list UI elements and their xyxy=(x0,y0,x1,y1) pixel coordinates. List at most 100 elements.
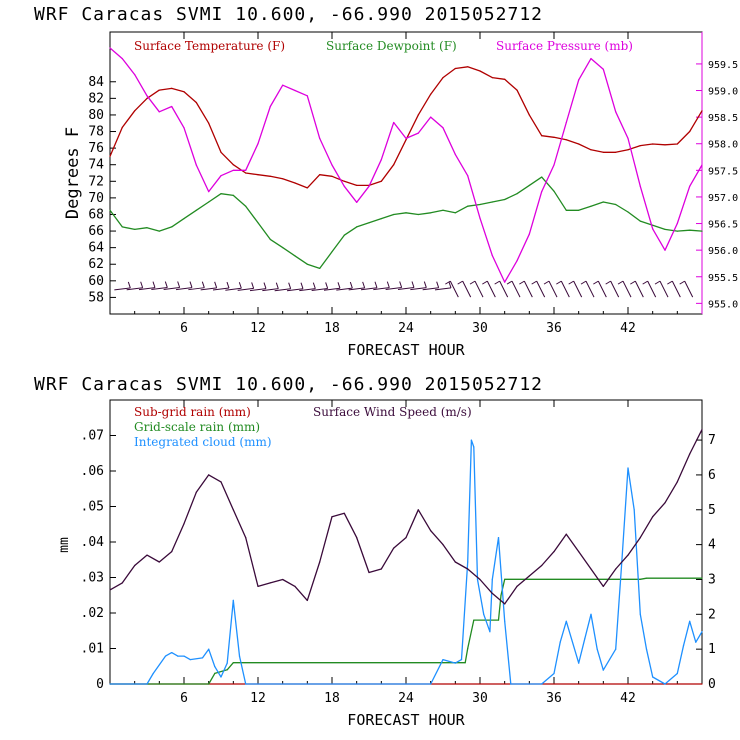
data-point-integrated-cloud xyxy=(682,645,685,647)
legend-integrated-cloud: Integrated cloud (mm) xyxy=(134,435,272,449)
wind-barb-flag xyxy=(214,281,218,289)
data-point-surface-pressure xyxy=(306,95,308,97)
data-point-surface-wind-speed xyxy=(134,564,136,567)
wind-barb xyxy=(585,280,595,298)
data-point-integrated-cloud xyxy=(689,620,691,622)
x-tick-label: 42 xyxy=(620,691,636,706)
data-point-surface-temperature xyxy=(528,114,530,116)
data-point-surface-temperature xyxy=(405,139,407,141)
data-point-surface-temperature xyxy=(356,184,358,186)
panel1-title: WRF Caracas SVMI 10.600, -66.990 2015052… xyxy=(34,4,543,25)
data-point-integrated-cloud xyxy=(627,467,629,469)
panel1-y2-ticks: 955.0 955.5 956.0 956.5 957.0 957.5 958.0 958.5… xyxy=(696,60,738,310)
data-point-grid-scale-rain xyxy=(226,669,228,671)
y2-tick-label: 959.0 xyxy=(708,87,738,98)
data-point-integrated-cloud xyxy=(454,662,456,664)
data-point-surface-pressure xyxy=(553,164,555,166)
data-point-integrated-cloud xyxy=(171,652,173,654)
wind-barb xyxy=(610,280,620,298)
panel1-plot-frame xyxy=(109,31,703,315)
data-point-surface-dewpoint xyxy=(282,247,284,249)
y2-tick-label: 4 xyxy=(708,538,716,553)
data-point-surface-temperature xyxy=(689,130,691,133)
data-point-surface-wind-speed xyxy=(331,516,333,518)
wind-barb-flag xyxy=(580,280,587,285)
data-point-surface-pressure xyxy=(516,260,518,262)
wind-barb-flag xyxy=(482,280,488,285)
data-point-surface-temperature xyxy=(282,178,284,180)
data-point-surface-dewpoint xyxy=(158,230,160,232)
data-point-surface-temperature xyxy=(417,114,419,116)
y-tick-label: .06 xyxy=(81,464,104,479)
legend-surface-pressure: Surface Pressure (mb) xyxy=(496,39,633,53)
wind-barb-flag xyxy=(556,280,562,285)
data-point-integrated-cloud xyxy=(177,655,179,657)
y2-tick-label: 1 xyxy=(708,642,716,657)
wind-barb-flag xyxy=(201,281,205,288)
data-point-surface-pressure xyxy=(652,228,654,230)
data-point-surface-wind-speed xyxy=(689,453,691,455)
data-point-surface-wind-speed xyxy=(405,537,407,539)
data-point-surface-wind-speed xyxy=(516,585,518,588)
wind-barb-flag xyxy=(226,281,230,289)
y-tick-label: 0 xyxy=(96,677,104,692)
wind-barb xyxy=(449,280,459,298)
data-point-surface-pressure xyxy=(380,159,382,161)
data-point-surface-pressure xyxy=(158,111,160,113)
wind-barb-flag xyxy=(275,282,279,289)
data-point-surface-temperature xyxy=(195,101,197,104)
data-point-surface-dewpoint xyxy=(430,212,432,214)
data-point-surface-temperature xyxy=(541,135,543,137)
data-point-surface-temperature xyxy=(516,89,518,91)
wind-barb xyxy=(299,288,316,292)
wind-barb xyxy=(237,287,254,291)
wind-barb-flag xyxy=(189,281,193,288)
data-point-grid-scale-rain xyxy=(500,594,502,596)
data-point-surface-dewpoint xyxy=(442,209,444,211)
data-point-integrated-cloud xyxy=(476,578,479,581)
data-point-surface-pressure xyxy=(319,137,321,139)
data-point-surface-pressure xyxy=(491,254,493,257)
wind-barb xyxy=(114,287,131,291)
data-point-integrated-cloud xyxy=(652,676,654,678)
data-point-integrated-cloud xyxy=(146,683,148,685)
wind-barb-flag xyxy=(399,281,403,288)
data-point-integrated-cloud xyxy=(189,659,191,661)
wind-barb-flag xyxy=(325,282,329,289)
data-point-integrated-cloud xyxy=(676,672,678,675)
data-point-surface-pressure xyxy=(269,105,271,108)
data-point-surface-pressure xyxy=(121,58,123,60)
data-point-surface-dewpoint xyxy=(516,193,518,195)
wind-barb xyxy=(560,280,570,298)
data-point-surface-temperature xyxy=(578,143,580,145)
data-point-surface-temperature xyxy=(183,91,185,93)
wind-barb xyxy=(659,280,669,298)
wind-barb xyxy=(486,280,496,298)
data-point-surface-pressure xyxy=(467,175,469,177)
panel-precipitation: WRF Caracas SVMI 10.600, -66.990 2015052… xyxy=(34,374,716,729)
data-point-integrated-cloud xyxy=(238,655,241,657)
data-point-integrated-cloud xyxy=(695,641,697,643)
data-point-surface-wind-speed xyxy=(454,561,456,563)
data-point-surface-dewpoint xyxy=(627,211,629,213)
data-point-surface-dewpoint xyxy=(504,198,506,201)
wind-barb-flag xyxy=(152,281,156,288)
data-point-surface-wind-speed xyxy=(343,512,345,514)
data-point-surface-wind-speed xyxy=(430,530,432,532)
data-point-surface-dewpoint xyxy=(232,194,234,196)
data-point-integrated-cloud xyxy=(510,683,512,685)
wind-barb-flag xyxy=(263,282,267,289)
wind-barb xyxy=(175,287,193,291)
wind-barb xyxy=(671,280,681,298)
data-point-surface-dewpoint xyxy=(257,222,259,224)
data-point-surface-wind-speed xyxy=(232,509,234,511)
x-tick-label: 12 xyxy=(250,691,266,706)
data-point-integrated-cloud xyxy=(220,676,222,678)
data-point-surface-temperature xyxy=(639,145,641,147)
wind-barb-flag xyxy=(494,280,500,285)
data-point-surface-pressure xyxy=(664,249,666,251)
wind-barb-flag xyxy=(506,280,513,285)
panel1-x-ticks: 6 12 18 24 30 36 42 xyxy=(134,32,678,336)
wind-barb xyxy=(634,280,644,298)
